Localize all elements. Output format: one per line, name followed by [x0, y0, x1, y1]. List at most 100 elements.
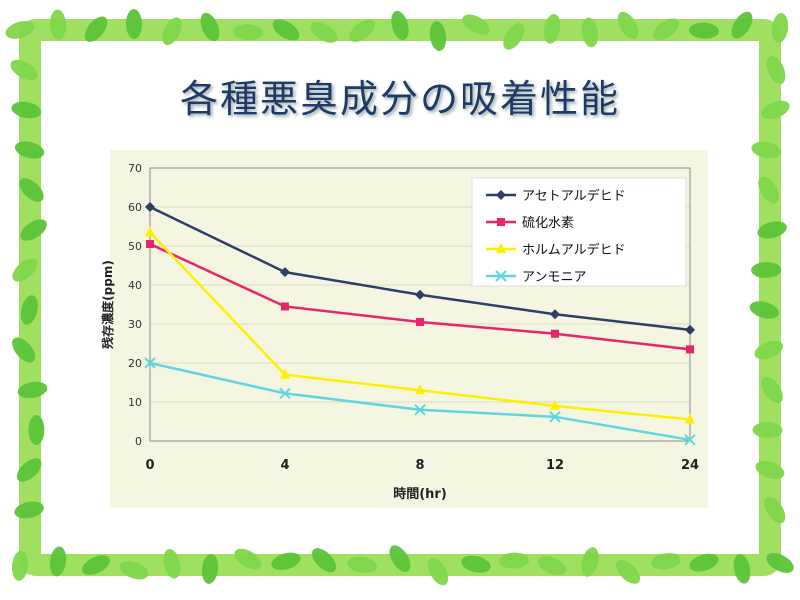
leaf-icon: [49, 9, 67, 40]
leaf-icon: [427, 557, 449, 586]
data-point: [685, 413, 695, 424]
series-line: [149, 361, 691, 442]
leaf-icon: [731, 11, 753, 39]
leaf-icon: [751, 141, 782, 159]
leaf-icon: [766, 552, 794, 573]
leaf-icon: [19, 178, 44, 202]
leaf-icon: [163, 549, 181, 579]
leaf-icon: [200, 12, 220, 42]
data-point: [496, 190, 506, 200]
y-tick-label: 20: [128, 357, 142, 370]
leaf-icon: [752, 421, 783, 439]
data-point: [495, 270, 507, 282]
leaf-icon: [617, 11, 639, 39]
data-point: [145, 202, 155, 212]
line-chart: 0 10 20 30 40 50 60 70 0 4 8 12 24 時間(hr) 残存濃度(ppm) アセト…: [100, 150, 708, 508]
data-point: [280, 267, 290, 278]
x-tick-label: 4: [280, 458, 289, 473]
leaf-icon: [14, 141, 45, 159]
series-diamond: [145, 202, 695, 335]
leaf-icon: [10, 59, 38, 81]
leaf-icon: [125, 9, 143, 40]
y-tick-label: 10: [128, 396, 142, 409]
data-point: [496, 243, 506, 253]
chart-svg: 0 10 20 30 40 50 60 70 0 4 8 12 24 時間(hr) 残存濃度(ppm) アセト…: [100, 162, 699, 502]
leaf-icon: [689, 22, 719, 39]
leaf-icon: [391, 10, 409, 41]
data-point: [280, 368, 290, 379]
data-point: [550, 309, 560, 320]
data-point: [550, 399, 560, 410]
y-tick-label: 30: [128, 318, 142, 331]
x-tick-label: 0: [145, 458, 154, 473]
x-tick-label: 24: [681, 458, 699, 473]
series-square: [146, 240, 694, 354]
leaf-icon: [311, 548, 337, 573]
data-point: [281, 302, 289, 311]
leaf-icon: [84, 16, 108, 42]
leaf-icon: [543, 14, 561, 44]
leaf-icon: [14, 501, 44, 519]
plot-frame: [149, 167, 691, 442]
y-tick-label: 50: [128, 240, 142, 253]
x-tick-label: 8: [415, 458, 424, 473]
leaf-icon: [20, 295, 38, 325]
leaf-icon: [347, 556, 377, 574]
legend-label: 硫化水素: [522, 216, 574, 231]
data-point: [415, 289, 425, 300]
leaf-icon: [162, 17, 182, 46]
leaf-icon: [349, 19, 375, 42]
data-point: [685, 324, 695, 335]
data-point: [497, 218, 505, 226]
data-point: [416, 318, 424, 327]
leaf-icon: [499, 552, 529, 569]
y-tick-label: 0: [135, 435, 142, 448]
series-triangle: [145, 226, 695, 424]
leaf-icon: [271, 552, 301, 571]
leaf-icon: [28, 415, 45, 445]
data-point: [279, 387, 291, 400]
leaf-icon: [234, 548, 262, 570]
legend-label: アセトアルデヒド: [522, 188, 626, 204]
x-axis-label: 時間(hr): [393, 486, 447, 502]
leaf-icon: [689, 553, 719, 572]
leaf-icon: [503, 23, 525, 50]
leaf-icon: [389, 545, 411, 573]
leaf-icon: [12, 258, 38, 282]
leaf-icon: [751, 261, 782, 279]
leaf-icon: [766, 55, 786, 85]
leaf-icon: [49, 546, 67, 577]
leaf-icon: [771, 12, 789, 43]
leaf-icon: [16, 458, 42, 482]
leaf-icon: [754, 340, 784, 360]
legend-label: ホルムアルデヒド: [522, 242, 626, 258]
leaf-icon: [758, 176, 780, 204]
legend-label: アンモニア: [522, 270, 586, 285]
leaf-icon: [11, 550, 29, 581]
leaf-icon: [651, 553, 681, 570]
data-point: [415, 384, 425, 395]
leaf-icon: [761, 100, 790, 120]
data-point: [684, 434, 696, 446]
data-point: [549, 411, 561, 423]
leaf-icon: [429, 21, 447, 52]
leaf-icon: [82, 555, 110, 575]
data-point: [145, 226, 155, 237]
series-x: [144, 357, 696, 446]
leaf-icon: [462, 14, 490, 35]
leaf-icon: [755, 461, 785, 479]
leaf-icon: [233, 24, 263, 41]
leaf-icon: [12, 337, 36, 363]
y-tick-label: 40: [128, 279, 142, 292]
leaf-icon: [272, 19, 300, 41]
leaf-icon: [201, 553, 219, 584]
leaf-icon: [764, 496, 786, 524]
page-title: 各種悪臭成分の吸着性能: [179, 77, 620, 121]
leaf-icon: [461, 555, 491, 573]
leaf-icon: [20, 219, 47, 241]
leaf-icon: [757, 221, 787, 239]
leaf-icon: [581, 17, 599, 48]
leaf-icon: [733, 554, 751, 584]
